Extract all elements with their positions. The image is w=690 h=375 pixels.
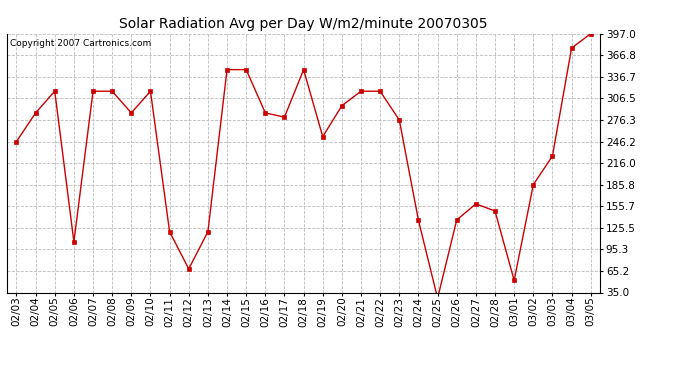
Text: Copyright 2007 Cartronics.com: Copyright 2007 Cartronics.com [10,39,151,48]
Title: Solar Radiation Avg per Day W/m2/minute 20070305: Solar Radiation Avg per Day W/m2/minute … [119,17,488,31]
